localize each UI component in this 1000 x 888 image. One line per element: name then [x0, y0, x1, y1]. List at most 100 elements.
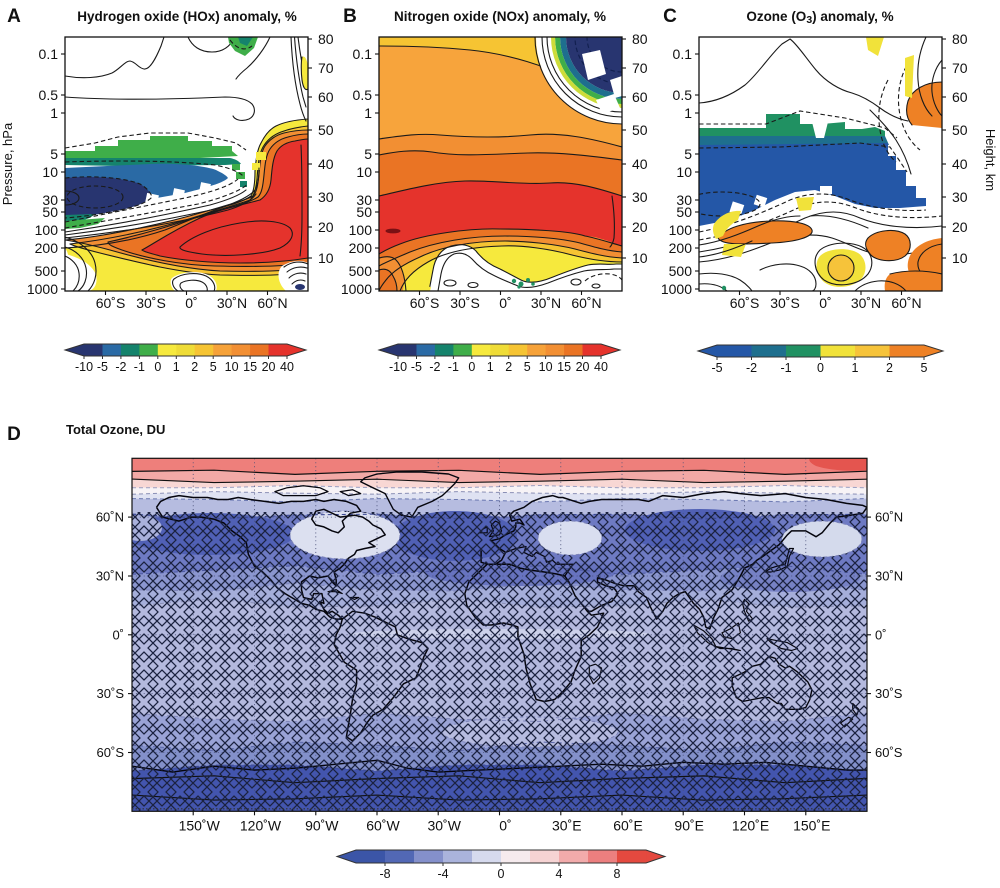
- svg-text:0.1: 0.1: [39, 46, 59, 62]
- svg-text:1000: 1000: [661, 281, 692, 297]
- svg-text:0˚: 0˚: [819, 295, 831, 311]
- svg-text:0˚: 0˚: [499, 295, 511, 311]
- svg-text:60: 60: [318, 89, 334, 105]
- svg-text:5: 5: [684, 146, 692, 162]
- svg-text:2: 2: [886, 361, 893, 375]
- svg-text:10: 10: [676, 164, 692, 180]
- svg-text:Ozone (O3) anomaly, %: Ozone (O3) anomaly, %: [746, 9, 893, 26]
- svg-text:-2: -2: [746, 361, 757, 375]
- svg-text:100: 100: [349, 222, 373, 238]
- svg-text:30˚N: 30˚N: [531, 295, 561, 311]
- svg-text:30˚N: 30˚N: [875, 569, 903, 584]
- svg-text:90˚W: 90˚W: [305, 817, 339, 833]
- svg-text:0.1: 0.1: [673, 46, 693, 62]
- svg-text:40: 40: [318, 156, 334, 172]
- svg-text:60˚W: 60˚W: [366, 817, 400, 833]
- svg-text:30˚N: 30˚N: [96, 569, 124, 584]
- svg-text:60˚E: 60˚E: [613, 817, 643, 833]
- svg-text:30˚E: 30˚E: [552, 817, 582, 833]
- svg-text:30: 30: [676, 192, 692, 208]
- svg-text:C: C: [663, 6, 677, 27]
- svg-text:60: 60: [952, 89, 968, 105]
- svg-text:50: 50: [676, 204, 692, 220]
- svg-text:1: 1: [684, 105, 692, 121]
- svg-text:20: 20: [262, 360, 276, 374]
- svg-text:40: 40: [280, 360, 294, 374]
- svg-text:30˚N: 30˚N: [851, 295, 881, 311]
- svg-text:100: 100: [35, 222, 59, 238]
- svg-text:60˚S: 60˚S: [97, 745, 125, 760]
- svg-text:5: 5: [364, 146, 372, 162]
- svg-text:0˚: 0˚: [185, 295, 197, 311]
- svg-text:30˚S: 30˚S: [450, 295, 480, 311]
- svg-text:20: 20: [318, 219, 334, 235]
- svg-text:500: 500: [669, 263, 693, 279]
- svg-text:60˚S: 60˚S: [730, 295, 760, 311]
- svg-text:30: 30: [952, 189, 968, 205]
- svg-text:0˚: 0˚: [499, 817, 511, 833]
- svg-text:70: 70: [952, 60, 968, 76]
- svg-text:0˚: 0˚: [875, 627, 887, 642]
- svg-text:-1: -1: [134, 360, 145, 374]
- svg-text:0˚: 0˚: [112, 627, 124, 642]
- svg-text:90˚E: 90˚E: [674, 817, 704, 833]
- svg-text:60: 60: [632, 89, 648, 105]
- svg-text:15: 15: [243, 360, 257, 374]
- svg-text:-5: -5: [97, 360, 108, 374]
- svg-text:0: 0: [498, 867, 505, 881]
- svg-text:2: 2: [505, 360, 512, 374]
- svg-text:500: 500: [349, 263, 373, 279]
- svg-text:60˚S: 60˚S: [875, 745, 903, 760]
- svg-text:1: 1: [173, 360, 180, 374]
- svg-text:-2: -2: [115, 360, 126, 374]
- svg-text:200: 200: [349, 240, 373, 256]
- svg-text:0.5: 0.5: [39, 87, 59, 103]
- svg-text:1000: 1000: [341, 281, 372, 297]
- svg-text:5: 5: [50, 146, 58, 162]
- svg-text:30˚S: 30˚S: [770, 295, 800, 311]
- svg-text:40: 40: [632, 156, 648, 172]
- svg-text:50: 50: [632, 122, 648, 138]
- svg-text:30˚S: 30˚S: [136, 295, 166, 311]
- svg-text:-8: -8: [379, 867, 390, 881]
- svg-text:80: 80: [318, 31, 334, 47]
- svg-text:0: 0: [468, 360, 475, 374]
- svg-text:70: 70: [632, 60, 648, 76]
- svg-text:30˚S: 30˚S: [875, 686, 903, 701]
- svg-text:30: 30: [632, 189, 648, 205]
- svg-text:150˚E: 150˚E: [793, 817, 830, 833]
- svg-text:4: 4: [556, 867, 563, 881]
- svg-text:1: 1: [487, 360, 494, 374]
- svg-text:1000: 1000: [27, 281, 58, 297]
- svg-text:200: 200: [35, 240, 59, 256]
- svg-text:Nitrogen oxide (NOx) anomaly,: Nitrogen oxide (NOx) anomaly, %: [394, 9, 606, 24]
- svg-text:20: 20: [576, 360, 590, 374]
- svg-text:1: 1: [852, 361, 859, 375]
- svg-text:5: 5: [524, 360, 531, 374]
- svg-text:-1: -1: [780, 361, 791, 375]
- svg-text:-1: -1: [448, 360, 459, 374]
- svg-text:-10: -10: [389, 360, 407, 374]
- svg-text:40: 40: [952, 156, 968, 172]
- svg-text:10: 10: [42, 164, 58, 180]
- svg-text:50: 50: [952, 122, 968, 138]
- svg-text:-2: -2: [429, 360, 440, 374]
- svg-text:1: 1: [364, 105, 372, 121]
- svg-text:80: 80: [952, 31, 968, 47]
- svg-text:30: 30: [42, 192, 58, 208]
- svg-text:1: 1: [50, 105, 58, 121]
- svg-text:0: 0: [817, 361, 824, 375]
- svg-text:10: 10: [318, 250, 334, 266]
- svg-text:A: A: [7, 6, 21, 27]
- svg-text:60˚N: 60˚N: [891, 295, 921, 311]
- svg-text:40: 40: [594, 360, 608, 374]
- svg-text:-4: -4: [437, 867, 448, 881]
- svg-text:150˚W: 150˚W: [179, 817, 221, 833]
- svg-text:Hydrogen oxide (HOx) anomaly,: Hydrogen oxide (HOx) anomaly, %: [77, 9, 297, 24]
- svg-text:30: 30: [318, 189, 334, 205]
- svg-text:60˚N: 60˚N: [96, 510, 124, 525]
- svg-text:60˚S: 60˚S: [410, 295, 440, 311]
- svg-text:70: 70: [318, 60, 334, 76]
- svg-text:-10: -10: [75, 360, 93, 374]
- svg-text:30: 30: [356, 192, 372, 208]
